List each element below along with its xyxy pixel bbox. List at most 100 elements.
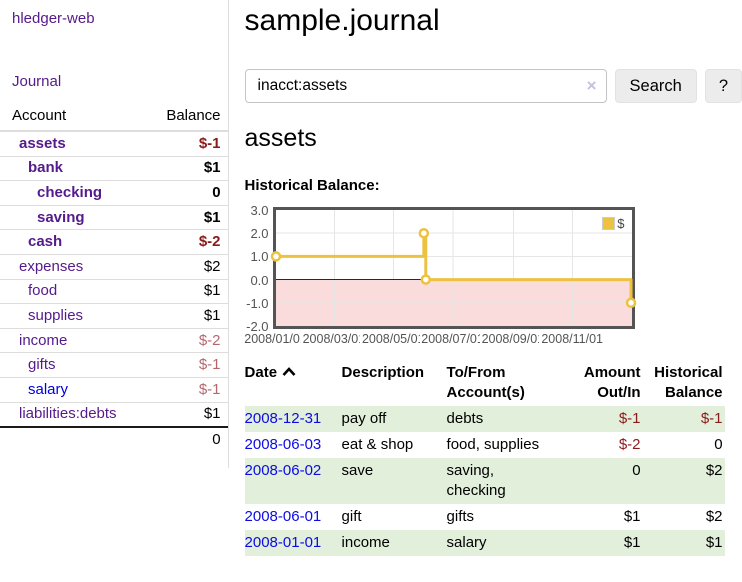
column-header-accounts: To/From Account(s) <box>446 364 525 401</box>
cell-description: income <box>341 534 390 551</box>
search-input[interactable] <box>244 69 607 103</box>
transaction-date-link[interactable]: 2008-06-02 <box>244 462 322 479</box>
chart-title: Historical Balance: <box>244 177 380 194</box>
search-form: × Search ? <box>244 69 742 103</box>
sidebar: hledger-web Journal Account Balance asse… <box>0 0 229 469</box>
help-button[interactable]: ? <box>704 69 742 103</box>
account-heading: assets <box>244 124 317 152</box>
sidebar-account-link[interactable]: supplies <box>28 306 84 324</box>
sidebar-account-row: checking 0 <box>0 180 228 205</box>
accounts-table-header: Account Balance <box>0 105 228 132</box>
account-balance: $-1 <box>198 134 221 152</box>
sidebar-account-row: salary $-1 <box>0 376 228 402</box>
cell-date: 2008-06-02 <box>245 458 342 504</box>
sidebar-account-link[interactable]: cash <box>28 233 63 251</box>
historical-balance-chart: $ 3.0 2.0 1.0 0.0 -1.0 -2.0 2008/01/01 2008/03… <box>242 203 645 349</box>
column-header-balance: Historical Balance <box>654 364 723 401</box>
cell-balance: 0 <box>714 436 723 453</box>
transaction-date-link[interactable]: 2008-06-03 <box>244 436 322 453</box>
chart-plot-area: $ <box>270 207 636 329</box>
cell-date: 2008-06-01 <box>245 504 342 530</box>
x-axis-label: 2008/07/01 <box>419 331 486 347</box>
y-axis-label: 0.0 <box>250 272 269 288</box>
register-header-row: Date Description To/From Account(s) Amou… <box>245 363 725 406</box>
register-row: 2008-01-01 income salary $1 $1 <box>244 530 725 556</box>
cell-accounts: salary <box>446 534 487 551</box>
legend-label: $ <box>617 216 625 231</box>
cell-date: 2008-06-03 <box>245 432 342 458</box>
sidebar-account-row: expenses $2 <box>0 253 228 279</box>
cell-balance: $1 <box>705 534 723 551</box>
cell-accounts: debts <box>446 410 484 427</box>
search-button[interactable]: Search <box>614 69 697 103</box>
column-header-date: Date <box>245 363 342 406</box>
cell-description: save <box>341 462 374 479</box>
account-balance: 0 <box>212 183 221 201</box>
page-title: sample.journal <box>244 4 440 37</box>
register-row: 2008-12-31 pay off debts $-1 $-1 <box>244 406 725 432</box>
sidebar-account-row: food $1 <box>0 278 228 304</box>
search-box: × <box>244 69 607 103</box>
clear-search-icon[interactable]: × <box>586 76 597 95</box>
cell-amount: $-1 <box>618 410 641 427</box>
account-balance: $1 <box>203 306 221 324</box>
transaction-date-link[interactable]: 2008-12-31 <box>244 410 322 427</box>
y-axis-label: 1.0 <box>250 249 269 265</box>
accounts-total-row: 0 <box>0 426 228 452</box>
account-balance: $1 <box>203 159 221 177</box>
account-balance: $-1 <box>198 356 221 374</box>
cell-balance: $2 <box>705 508 723 525</box>
chart-legend: $ <box>600 215 627 232</box>
account-balance: $1 <box>203 282 221 300</box>
x-axis-label: 2008/05/01 <box>360 331 427 347</box>
cell-date: 2008-01-01 <box>245 530 342 556</box>
brand-link[interactable]: hledger-web <box>12 10 95 27</box>
account-balance: $-2 <box>198 233 221 251</box>
y-axis-label: -2.0 <box>246 319 269 334</box>
sidebar-account-row: gifts $-1 <box>0 352 228 377</box>
x-axis-label: 2008/09/01 <box>479 331 546 347</box>
sidebar-account-link[interactable]: liabilities:debts <box>19 405 117 423</box>
accounts-total-value: 0 <box>212 431 221 449</box>
cell-balance: $-1 <box>700 410 723 427</box>
register-body: 2008-12-31 pay off debts $-1 $-1 2008-06-03 ea… <box>244 406 725 556</box>
accounts-table: Account Balance assets $-1 bank $1 checking 0… <box>0 105 228 452</box>
transaction-date-link[interactable]: 2008-01-01 <box>244 534 322 551</box>
sidebar-account-row: liabilities:debts $1 <box>0 401 228 427</box>
sidebar-account-row: income $-2 <box>0 327 228 353</box>
balance-chart-svg <box>270 210 636 326</box>
x-axis-label: 2008/03/01 <box>300 331 367 347</box>
cell-accounts: food, supplies <box>446 436 540 453</box>
sidebar-account-link[interactable]: assets <box>19 134 66 152</box>
cell-balance: $2 <box>705 462 723 479</box>
sidebar-account-link[interactable]: income <box>19 331 68 349</box>
column-header-amount: Amount Out/In <box>583 364 641 401</box>
sidebar-account-link[interactable]: food <box>28 282 58 300</box>
transaction-date-link[interactable]: 2008-06-01 <box>244 508 322 525</box>
register-table: Date Description To/From Account(s) Amou… <box>244 363 725 556</box>
cell-amount: $1 <box>623 508 641 525</box>
sidebar-account-row: cash $-2 <box>0 229 228 254</box>
sidebar-account-link[interactable]: expenses <box>19 257 84 275</box>
register-row: 2008-06-03 eat & shop food, supplies $-2 0 <box>245 432 725 458</box>
balance-column-header: Balance <box>166 107 221 124</box>
sidebar-account-row: assets $-1 <box>0 132 228 156</box>
account-balance: $2 <box>203 257 221 275</box>
column-header-description: Description <box>341 364 425 381</box>
x-axis-label: 2008/01/01 <box>242 331 309 347</box>
x-axis-label: 2008/11/01 <box>539 331 606 347</box>
sidebar-account-link[interactable]: bank <box>28 159 64 177</box>
account-balance: $1 <box>203 405 221 423</box>
sidebar-item-journal[interactable]: Journal <box>12 73 62 90</box>
app: hledger-web Journal Account Balance asse… <box>0 0 742 556</box>
sidebar-account-link[interactable]: saving <box>37 208 85 226</box>
account-balance: $1 <box>203 208 221 226</box>
sidebar-account-link[interactable]: salary <box>28 380 69 398</box>
sidebar-account-row: supplies $1 <box>0 303 228 328</box>
register-row: 2008-06-02 save saving, checking 0 $2 <box>244 458 725 504</box>
cell-description: eat & shop <box>341 436 414 453</box>
account-balance: $-2 <box>198 331 221 349</box>
sidebar-account-link[interactable]: gifts <box>28 356 56 374</box>
cell-accounts: gifts <box>446 508 475 525</box>
sidebar-account-link[interactable]: checking <box>37 183 103 201</box>
